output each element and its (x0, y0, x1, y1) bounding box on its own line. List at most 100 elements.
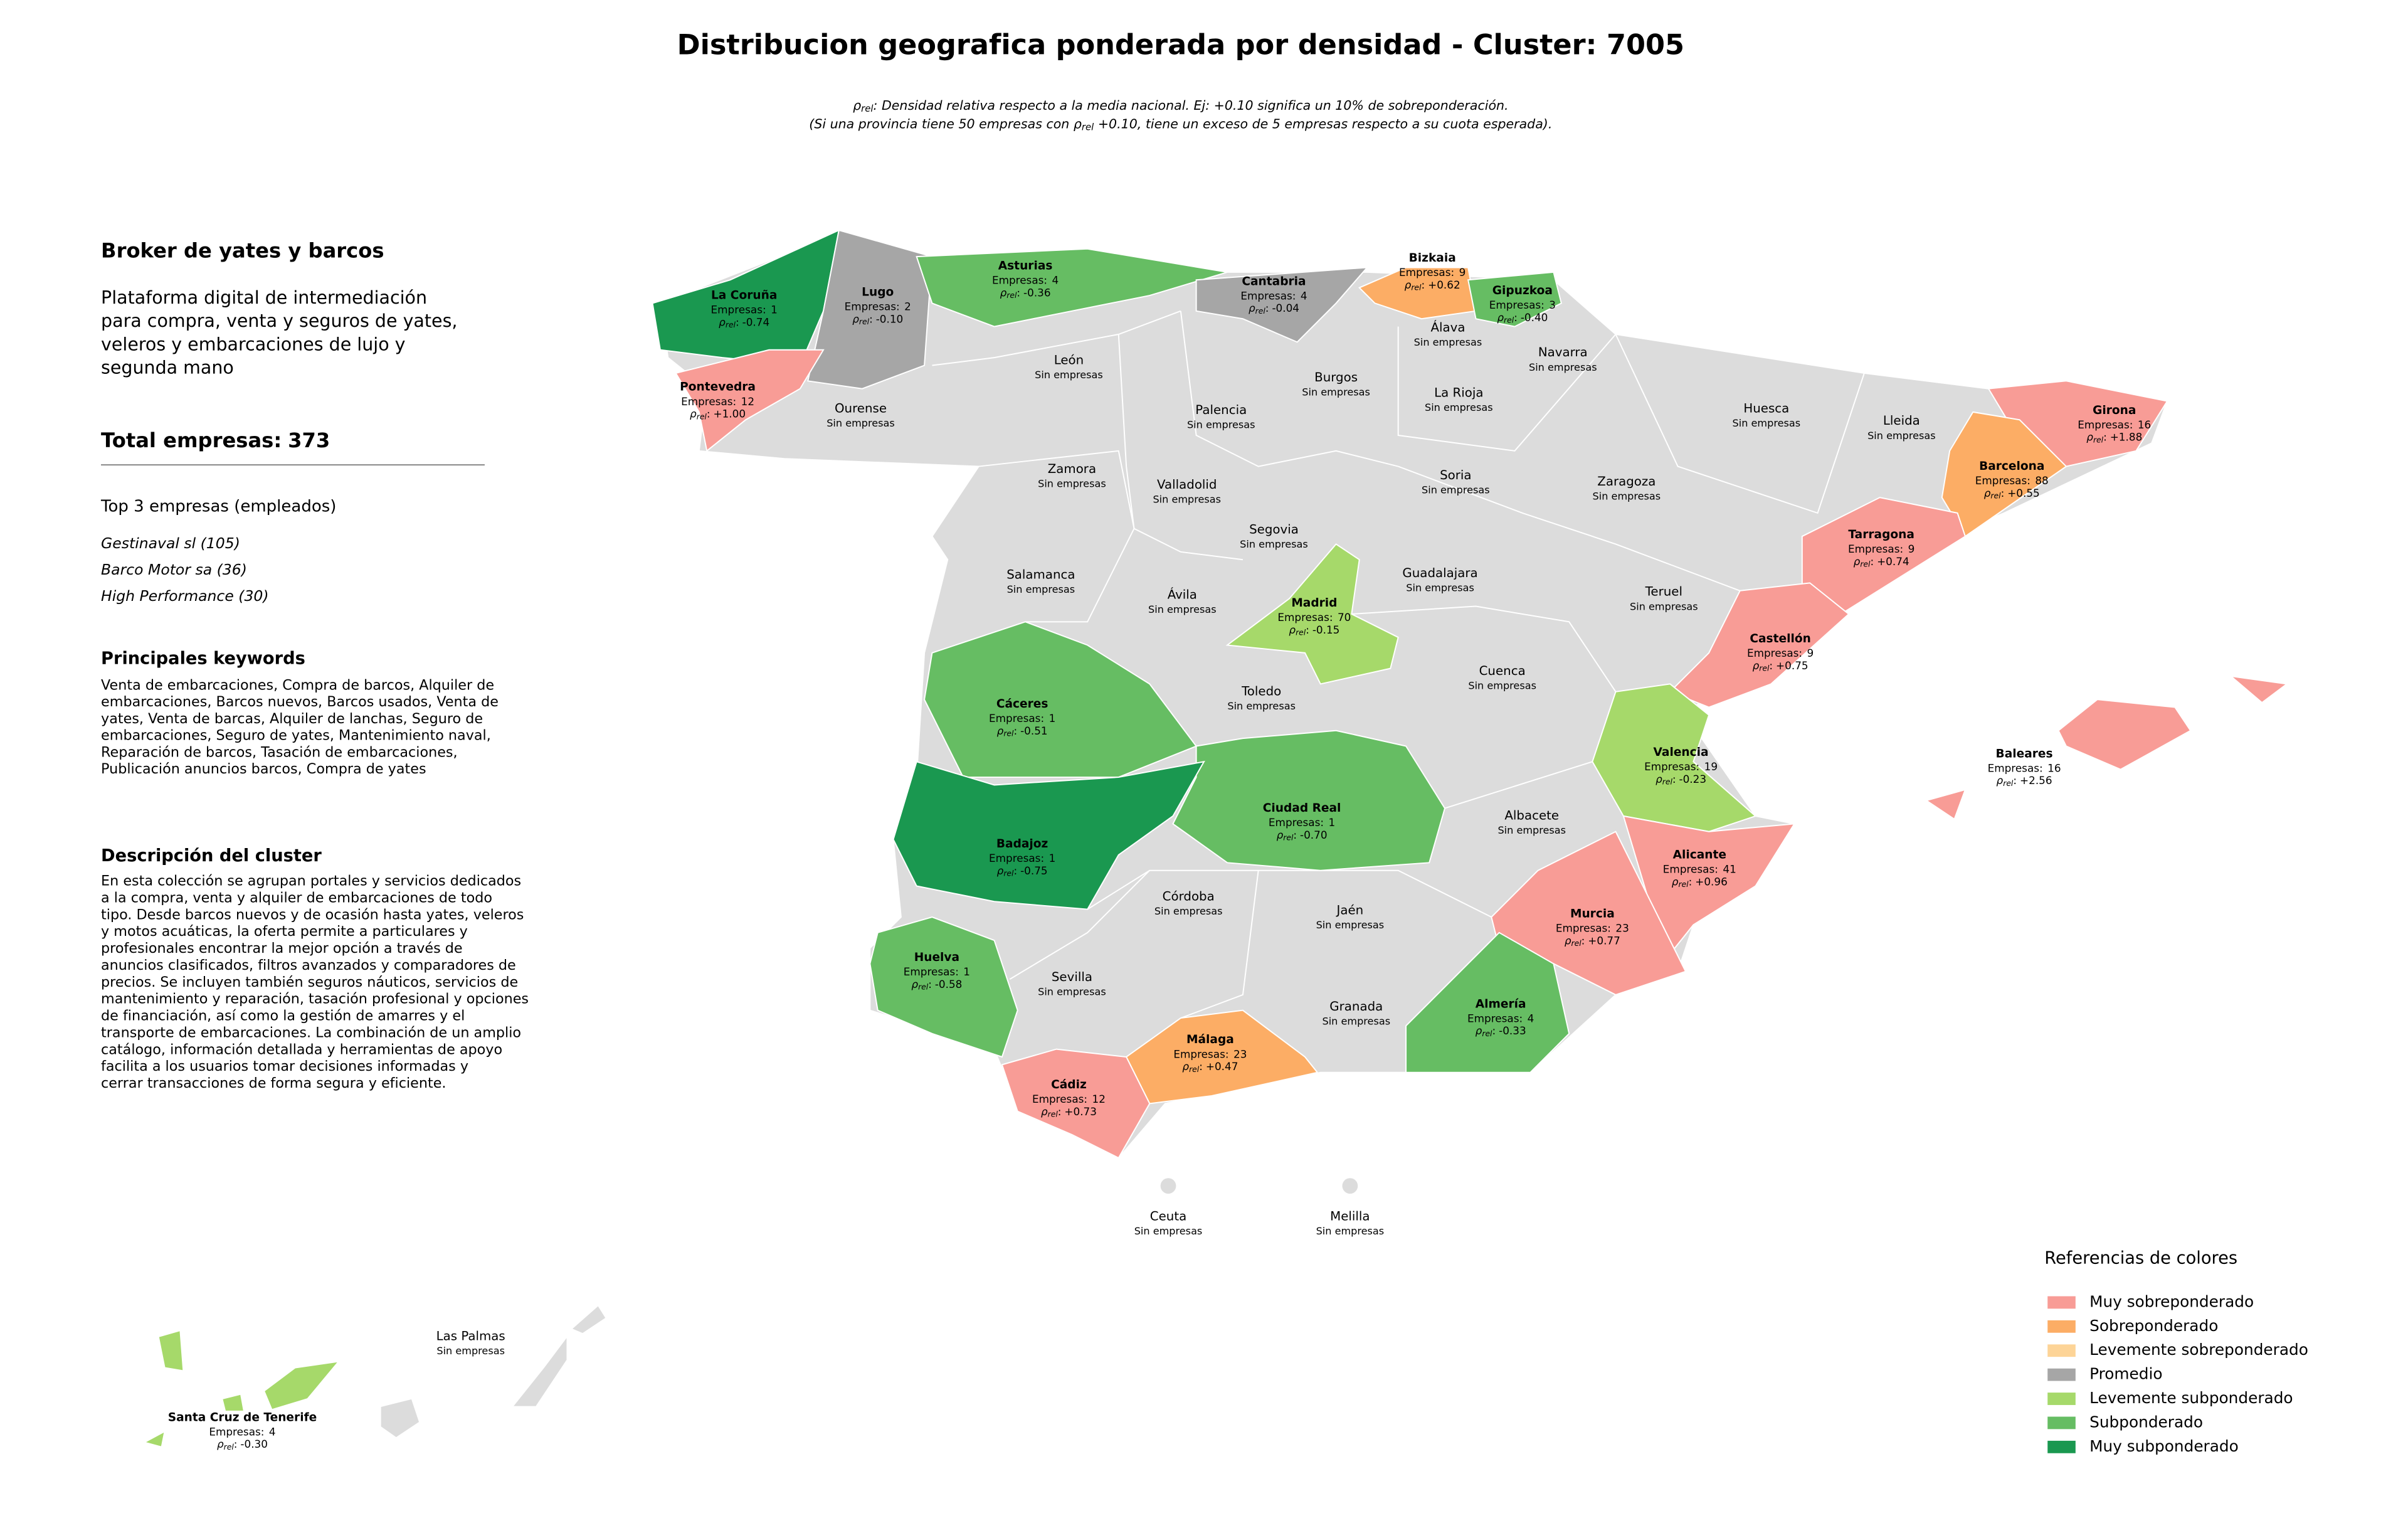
cluster-line: a la compra, venta y alquiler de embarca… (101, 889, 492, 906)
province-count: Empresas: 23 (1556, 922, 1629, 935)
province (892, 760, 1205, 910)
text-part: -0.70 (1300, 829, 1328, 841)
text-part: rel (1006, 291, 1017, 300)
province-count: Empresas: 16 (1988, 761, 2061, 774)
province-name: Gipuzkoa (1492, 284, 1553, 297)
province-rho: ρrel: -0.40 (1497, 311, 1548, 324)
no-data-label: Sin empresas (1406, 582, 1474, 594)
text-part: ρ (852, 312, 859, 325)
no-data-label: Sin empresas (1497, 824, 1566, 836)
province (652, 229, 840, 366)
province-count: Empresas: 4 (209, 1425, 275, 1438)
text-part: -0.10 (876, 312, 904, 325)
text-part: Empresas: (1277, 611, 1333, 623)
text-part: rel (1255, 306, 1266, 315)
no-data-label: Sin empresas (436, 1345, 505, 1357)
text-part: rel (1082, 121, 1094, 132)
text-part: 19 (1704, 760, 1718, 773)
text-part: Empresas: (1975, 474, 2030, 487)
province (1195, 267, 1369, 343)
border (932, 310, 1181, 366)
text-part: : (1421, 279, 1425, 291)
text-part: 4 (1528, 1012, 1534, 1024)
text-part: 4 (269, 1425, 276, 1438)
province-count: Empresas: 70 (1277, 611, 1351, 623)
border (1009, 870, 1150, 980)
legend-label: Levemente sobreponderado (2089, 1340, 2308, 1359)
text-part: rel (1504, 316, 1514, 324)
text-part: ρ (217, 1438, 224, 1450)
province-count: Empresas: 9 (1848, 543, 1914, 555)
cluster-title: Descripción del cluster (101, 846, 322, 866)
province-name: Madrid (1291, 597, 1337, 610)
text-part: Empresas: (1467, 1012, 1523, 1024)
text-part: Empresas: (1399, 266, 1454, 279)
province-rho: ρrel: +0.75 (1753, 659, 1809, 672)
text-part: : (1769, 659, 1773, 672)
cluster-line: profesionales encontrar la mejor opción … (101, 940, 463, 957)
legend-swatch (2047, 1416, 2076, 1430)
text-part: Empresas: (845, 300, 900, 313)
province (1467, 271, 1562, 327)
text-part: 9 (1908, 543, 1915, 555)
province-name: Pontevedra (680, 381, 756, 394)
text-part: Empresas: (1269, 816, 1324, 829)
text-part: : (736, 316, 739, 328)
no-data-label: Sin empresas (1316, 919, 1385, 931)
province-name: Cáceres (996, 698, 1048, 711)
legend-swatch (2047, 1344, 2076, 1357)
no-data-label: Sin empresas (1322, 1016, 1390, 1027)
text-part: rel (726, 321, 736, 329)
text-part: 16 (2047, 761, 2061, 774)
province (869, 916, 1018, 1058)
province-borders (932, 310, 1865, 1019)
province-count: Empresas: 16 (2078, 418, 2151, 431)
text-part: : (1293, 829, 1297, 841)
province-name: Guadalajara (1402, 566, 1477, 580)
no-data-label: Sin empresas (1227, 700, 1296, 712)
province-name: Huelva (914, 951, 959, 964)
province-name: Salamanca (1006, 567, 1075, 581)
text-part: rel (1189, 1064, 1200, 1073)
top-item: Barco Motor sa (36) (101, 561, 247, 578)
text-part: 9 (1807, 647, 1814, 659)
legend-swatch (2047, 1368, 2076, 1381)
text-part: Empresas: (1848, 543, 1903, 555)
text-part: 373 (288, 428, 330, 452)
text-part: +0.75 (1776, 659, 1809, 672)
cluster-line: de financiación, así como la gestión de … (101, 1008, 465, 1024)
province (675, 349, 825, 452)
province-rho: ρrel: +0.47 (1182, 1060, 1238, 1073)
no-data-label: Sin empresas (1468, 680, 1536, 692)
province-name: Álava (1430, 321, 1465, 335)
province-name: Tarragona (1848, 528, 1914, 541)
province-name: Ceuta (1150, 1209, 1186, 1224)
subtitle: (Si una provincia tiene 50 empresas con … (809, 117, 1552, 133)
text-part: ρ (997, 864, 1004, 877)
enclave (1160, 1178, 1176, 1194)
text-part: : (1013, 724, 1017, 737)
island (512, 1335, 568, 1408)
text-part: ρ (1984, 487, 1991, 499)
province-name: Jaén (1336, 903, 1364, 918)
top-item: High Performance (30) (101, 587, 269, 605)
province-name: Barcelona (1979, 460, 2044, 473)
province-count: Empresas: 88 (1975, 474, 2049, 487)
province (1225, 543, 1399, 685)
text-part: Empresas: (1663, 862, 1718, 875)
legend-swatch (2047, 1296, 2076, 1309)
text-part: : (2001, 487, 2005, 499)
province-name: Palencia (1195, 403, 1247, 417)
province-count: Empresas: 9 (1399, 266, 1465, 279)
province-rho: ρrel: -0.51 (997, 724, 1048, 738)
text-part: -0.51 (1020, 724, 1048, 737)
province-rho: ρrel: -0.23 (1656, 773, 1706, 786)
text-part: rel (918, 982, 929, 991)
legend-swatch (2047, 1320, 2076, 1333)
province-count: Empresas: 2 (845, 300, 911, 313)
province-name: Girona (2093, 404, 2136, 417)
border (1615, 334, 1865, 514)
cluster-line: catálogo, información detallada y herram… (101, 1041, 502, 1058)
keywords-title: Principales keywords (101, 649, 305, 668)
